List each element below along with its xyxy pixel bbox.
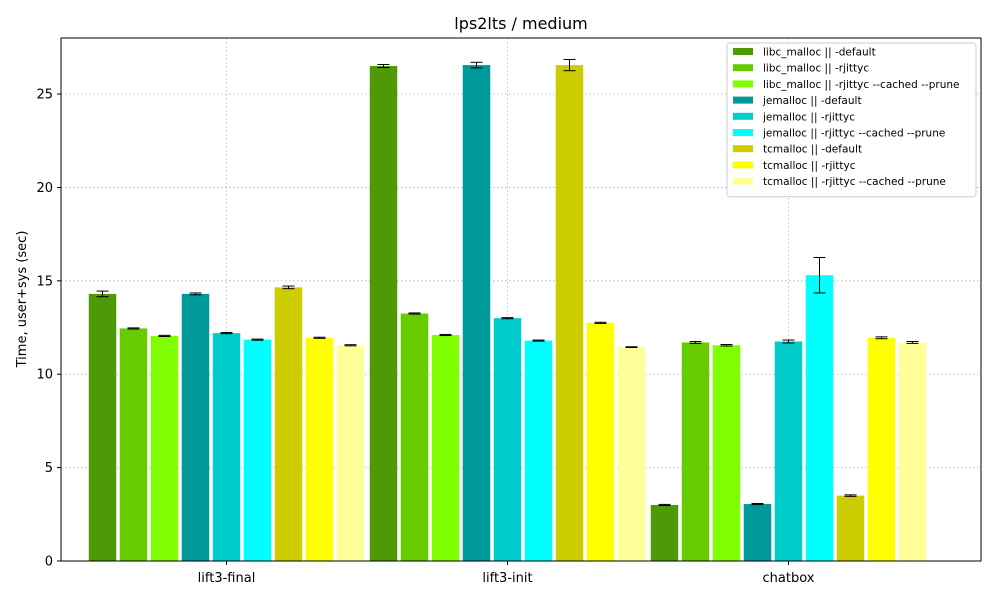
legend-label: tcmalloc || -default	[763, 144, 862, 156]
legend: libc_malloc || -default libc_malloc || -r…	[726, 42, 977, 198]
bar	[274, 287, 303, 561]
plot-frame	[60, 37, 982, 562]
bar	[836, 495, 865, 561]
bar	[369, 66, 398, 562]
error-bars-group	[96, 58, 919, 507]
bar	[462, 65, 491, 562]
bars-group	[88, 65, 927, 562]
bar	[743, 504, 772, 561]
bar	[524, 340, 553, 561]
x-tick-label: lift3-init	[482, 571, 532, 586]
legend-label: tcmalloc || -rjittyc --cached --prune	[763, 176, 946, 188]
bar	[774, 341, 803, 561]
y-tick-label: 25	[36, 88, 53, 103]
legend-label: libc_malloc || -rjittyc --cached --prune	[763, 79, 959, 91]
legend-swatch	[733, 64, 753, 72]
bar	[867, 337, 896, 561]
axes-ticks: 0 5 10 15 20 25 lift3-final lift3-init chatbox	[36, 88, 814, 586]
bar	[305, 337, 334, 561]
bar	[336, 345, 365, 561]
legend-swatch	[733, 80, 753, 88]
legend-label: jemalloc || -rjittyc	[762, 111, 855, 123]
bar	[586, 322, 615, 561]
y-tick-label: 15	[36, 274, 53, 289]
y-tick-label: 20	[36, 181, 53, 196]
bar	[212, 333, 241, 561]
y-tick-label: 10	[36, 368, 53, 383]
legend-label: tcmalloc || -rjittyc	[763, 160, 856, 172]
legend-box	[726, 42, 977, 198]
x-tick-label: lift3-final	[198, 571, 256, 586]
legend-swatch	[733, 96, 753, 104]
bar	[243, 339, 272, 561]
legend-label: libc_malloc || -default	[763, 47, 876, 59]
legend-label: libc_malloc || -rjittyc	[763, 63, 869, 75]
bar	[431, 334, 460, 561]
legend-swatch	[733, 112, 753, 120]
legend-swatch	[733, 48, 753, 55]
bar	[400, 313, 429, 561]
bar	[181, 293, 210, 561]
bar	[119, 328, 148, 561]
x-tick-label: chatbox	[763, 571, 815, 586]
legend-swatch	[733, 161, 753, 169]
bar	[805, 275, 834, 561]
legend-label: jemalloc || -default	[762, 95, 862, 107]
bar	[617, 347, 646, 561]
bar	[88, 293, 117, 561]
bar	[555, 65, 584, 562]
bar	[681, 342, 710, 561]
y-axis-label: Time, user+sys (sec)	[15, 231, 30, 369]
bar	[898, 342, 927, 561]
bar	[150, 335, 179, 561]
chart-title: lps2lts / medium	[454, 14, 588, 33]
legend-swatch	[733, 129, 753, 136]
bar	[650, 504, 679, 561]
bar	[493, 318, 522, 561]
y-tick-label: 0	[45, 555, 53, 570]
y-tick-label: 5	[45, 461, 53, 476]
legend-label: jemalloc || -rjittyc --cached --prune	[762, 128, 945, 140]
legend-swatch	[733, 145, 753, 153]
bar	[712, 345, 741, 561]
legend-swatch	[733, 177, 753, 185]
